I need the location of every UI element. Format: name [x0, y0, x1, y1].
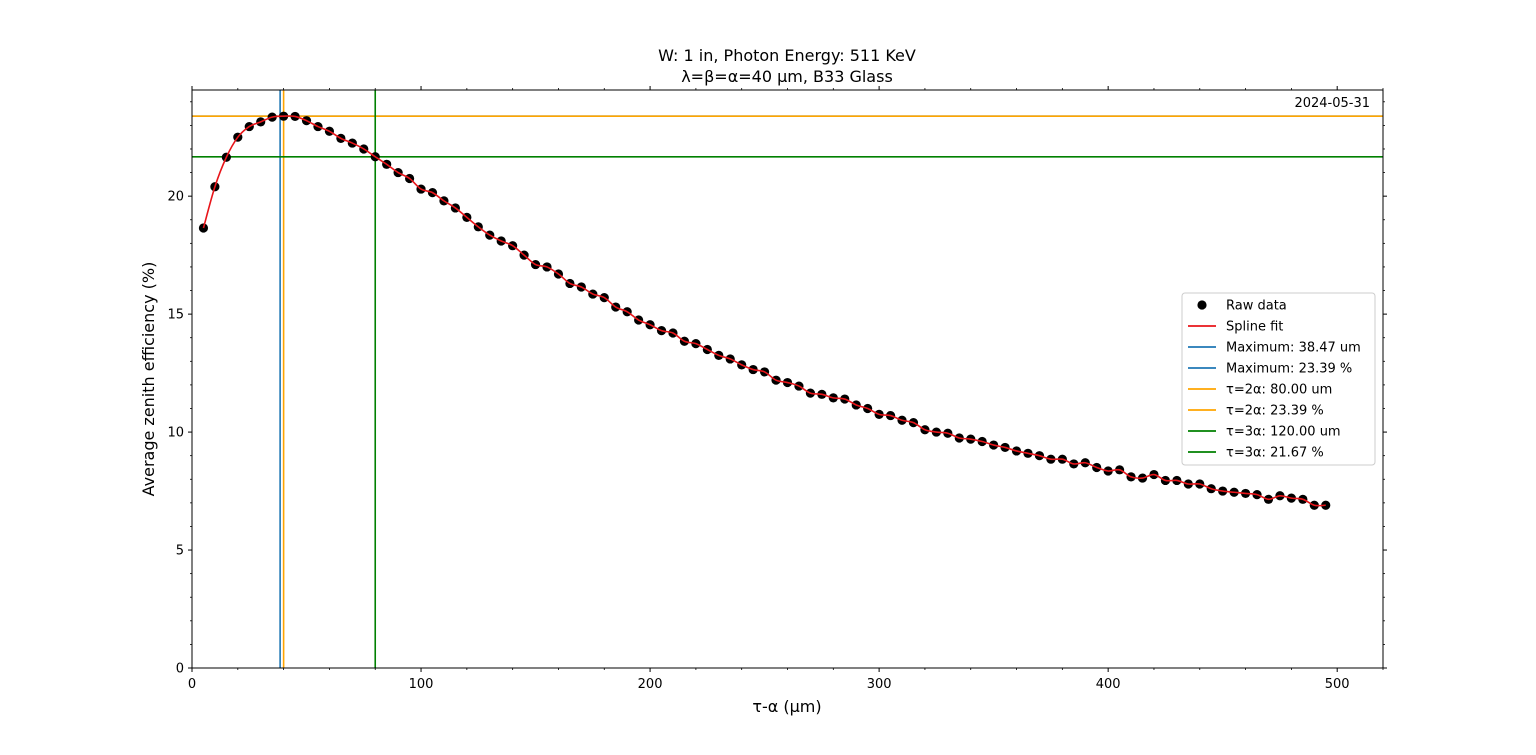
y-axis-label: Average zenith efficiency (%) [139, 262, 158, 497]
legend-label: τ=3α: 120.00 um [1226, 425, 1341, 440]
x-axis-label: τ-α (μm) [752, 697, 821, 716]
legend-box [1181, 292, 1376, 466]
y-tick-label: 5 [176, 544, 184, 559]
spline-fit-line [202, 115, 1326, 507]
x-tick-label: 300 [867, 677, 892, 692]
legend-label: Maximum: 23.39 % [1226, 362, 1352, 377]
y-tick-label: 15 [167, 308, 184, 323]
plot-area: 0 100 200 300 400 500 0 5 10 15 20 Raw data Spline f… [167, 86, 1387, 692]
y-tick-label: 10 [167, 426, 184, 441]
date-annotation: 2024-05-31 [1294, 96, 1370, 111]
legend-label: τ=3α: 21.67 % [1226, 446, 1324, 461]
plot-content [192, 90, 1383, 668]
chart-title-line2: λ=β=α=40 μm, B33 Glass [681, 67, 893, 86]
legend-label: Spline fit [1226, 320, 1283, 335]
legend-label: Raw data [1226, 299, 1287, 314]
legend-label: τ=2α: 23.39 % [1226, 404, 1324, 419]
x-tick-label: 400 [1096, 677, 1121, 692]
x-tick-label: 100 [409, 677, 434, 692]
legend-label: Maximum: 38.47 um [1226, 341, 1361, 356]
legend-marker-raw-data [1197, 300, 1207, 310]
legend-label: τ=2α: 80.00 um [1226, 383, 1332, 398]
x-tick-label: 500 [1325, 677, 1350, 692]
x-tick-label: 0 [188, 677, 196, 692]
y-tick-label: 0 [176, 662, 184, 677]
raw-data-point [198, 223, 209, 233]
chart-title-line1: W: 1 in, Photon Energy: 511 KeV [658, 46, 916, 65]
y-tick-label: 20 [167, 190, 184, 205]
x-tick-label: 200 [638, 677, 663, 692]
legend: Raw data Spline fit Maximum: 38.47 um Maxim… [1181, 292, 1376, 466]
